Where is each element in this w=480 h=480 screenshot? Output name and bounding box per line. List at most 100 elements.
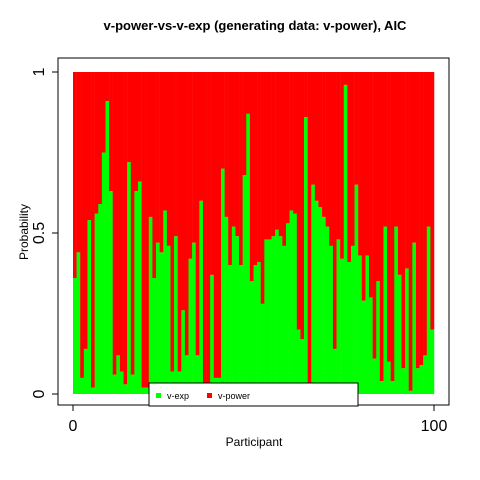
bar-v-power-42 (221, 72, 225, 169)
bar-v-power-24 (156, 72, 160, 243)
bar-v-exp-87 (383, 226, 388, 394)
bar-v-power-96 (415, 72, 420, 369)
bar-v-power-19 (137, 72, 142, 182)
bar-v-power-88 (387, 72, 391, 362)
bar-v-power-75 (340, 72, 344, 259)
bar-v-power-52 (257, 72, 261, 262)
bar-v-power-18 (134, 72, 139, 192)
y-tick-label-2: 1 (31, 67, 48, 76)
bar-v-power-66 (307, 72, 312, 385)
bar-v-power-70 (322, 72, 326, 217)
bar-v-power-92 (401, 72, 406, 369)
bar-v-exp-73 (332, 348, 337, 394)
bar-v-power-46 (235, 72, 240, 237)
bar-v-exp-70 (322, 216, 326, 394)
bar-v-exp-98 (423, 355, 428, 394)
bar-v-exp-56 (271, 236, 276, 394)
bar-v-exp-44 (228, 265, 233, 394)
bar-v-exp-95 (412, 242, 417, 394)
bar-v-power-54 (264, 72, 269, 240)
bar-v-exp-2 (76, 252, 81, 394)
bar-v-power-79 (354, 72, 359, 185)
bar-v-exp-12 (112, 374, 117, 394)
bar-v-power-81 (361, 72, 366, 301)
bar-v-exp-13 (116, 355, 121, 394)
bar-v-power-16 (127, 72, 132, 163)
bar-v-power-15 (123, 72, 128, 385)
bar-v-exp-1 (73, 278, 77, 394)
bar-v-power-56 (271, 72, 276, 237)
bar-v-exp-19 (137, 181, 142, 394)
bar-v-power-98 (423, 72, 428, 356)
bar-v-exp-59 (282, 245, 287, 394)
bar-v-power-80 (358, 72, 363, 256)
bar-v-power-86 (379, 72, 384, 382)
y-tick-label-0: 0 (31, 389, 48, 398)
bar-v-power-57 (275, 72, 280, 230)
bar-v-exp-23 (152, 278, 157, 394)
bar-v-exp-8 (98, 204, 103, 394)
bar-v-exp-49 (246, 113, 251, 395)
bar-v-power-85 (376, 72, 381, 282)
bar-v-power-1 (73, 72, 77, 279)
bar-v-exp-14 (119, 371, 124, 394)
bar-v-power-26 (163, 72, 168, 211)
y-axis-title: Probability (17, 204, 31, 260)
bar-v-exp-71 (325, 226, 330, 394)
bar-v-exp-35 (195, 355, 200, 394)
bar-v-exp-36 (199, 200, 204, 394)
bar-v-power-53 (260, 72, 265, 304)
bar-v-power-22 (148, 72, 153, 217)
bar-v-exp-39 (210, 274, 215, 394)
bar-v-power-8 (98, 72, 103, 205)
bar-v-power-27 (166, 72, 171, 246)
bar-v-exp-53 (260, 303, 265, 394)
bar-v-power-44 (228, 72, 233, 266)
bar-v-exp-17 (130, 374, 135, 394)
legend-label-v-exp: v-exp (167, 391, 189, 401)
y-tick-label-1: 0.5 (31, 222, 48, 244)
bar-v-power-39 (210, 72, 215, 275)
bar-v-exp-92 (401, 368, 406, 394)
bar-v-power-90 (394, 72, 399, 227)
legend-box (148, 382, 359, 407)
bar-v-power-13 (116, 72, 121, 356)
bar-v-power-84 (372, 72, 377, 359)
bar-v-exp-15 (123, 384, 128, 394)
bar-v-exp-10 (105, 100, 110, 394)
bar-v-power-38 (206, 72, 211, 388)
bar-v-exp-93 (405, 268, 409, 394)
bar-v-exp-33 (188, 258, 193, 394)
bar-v-exp-26 (163, 210, 168, 394)
bar-v-power-14 (119, 72, 124, 372)
bar-v-exp-62 (293, 213, 298, 394)
bar-v-exp-6 (91, 387, 95, 394)
bar-v-power-77 (347, 72, 352, 262)
bar-v-exp-9 (101, 152, 106, 394)
bar-v-power-31 (181, 72, 186, 311)
bar-v-exp-4 (83, 348, 88, 394)
bar-v-power-94 (408, 72, 413, 391)
bar-v-exp-50 (249, 281, 254, 394)
bar-v-exp-18 (134, 191, 139, 394)
bar-v-power-5 (87, 72, 92, 221)
bar-v-power-73 (332, 72, 337, 349)
bar-v-exp-84 (372, 358, 377, 394)
bar-v-exp-79 (354, 184, 359, 394)
bar-v-exp-76 (343, 84, 348, 394)
bar-v-exp-69 (318, 207, 323, 394)
bar-v-exp-42 (221, 168, 225, 394)
bar-v-exp-25 (159, 252, 164, 394)
bar-v-exp-96 (415, 368, 420, 394)
bar-v-power-32 (184, 72, 189, 356)
bar-v-power-78 (350, 72, 355, 246)
bar-v-power-21 (145, 72, 150, 388)
bar-v-power-28 (170, 72, 175, 372)
bar-v-exp-89 (390, 381, 395, 394)
bar-v-exp-57 (275, 229, 280, 394)
y-axis: 00.51 (31, 67, 59, 398)
bar-v-power-87 (383, 72, 388, 227)
bar-v-exp-31 (181, 310, 186, 394)
bar-v-exp-86 (379, 381, 384, 394)
bar-v-exp-68 (314, 200, 319, 394)
